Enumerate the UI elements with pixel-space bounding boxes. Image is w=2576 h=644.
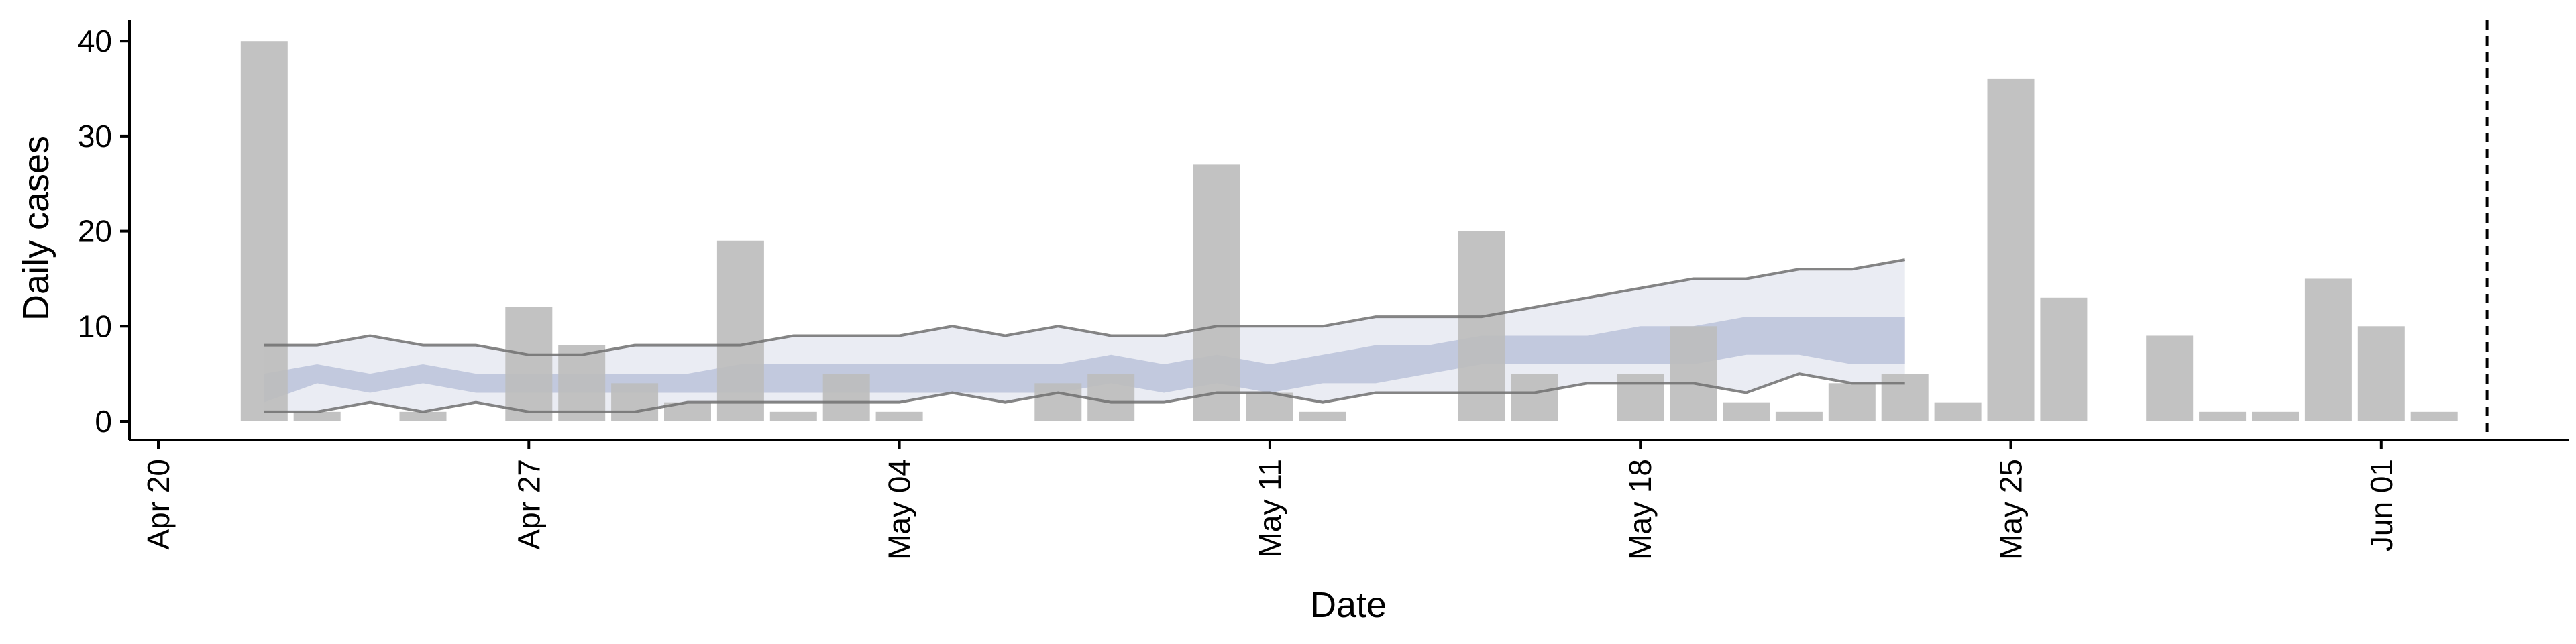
bar bbox=[2146, 335, 2194, 421]
upper-bound-line bbox=[264, 258, 1906, 356]
y-tick-label: 30 bbox=[78, 119, 112, 154]
bar bbox=[240, 41, 288, 421]
bar bbox=[2357, 326, 2405, 421]
bar bbox=[1934, 402, 1982, 421]
x-tick-label: Apr 27 bbox=[511, 459, 546, 550]
x-tick-label: May 11 bbox=[1252, 459, 1287, 557]
lower-bound-line bbox=[264, 372, 1905, 413]
bar bbox=[1246, 392, 1293, 421]
bar bbox=[1881, 374, 1929, 421]
x-tick-label: May 18 bbox=[1623, 459, 1658, 560]
y-axis-title: Daily cases bbox=[16, 136, 56, 321]
bar bbox=[1034, 383, 1082, 421]
x-axis-title: Date bbox=[1310, 585, 1387, 625]
forecast-bound-lines bbox=[264, 258, 1906, 413]
bar bbox=[1193, 164, 1240, 421]
y-tick-label: 40 bbox=[78, 23, 112, 58]
bar bbox=[1775, 411, 1823, 421]
x-tick-label: Jun 01 bbox=[2364, 459, 2399, 551]
bar bbox=[2252, 411, 2299, 421]
bar bbox=[399, 411, 447, 421]
bars bbox=[240, 41, 2458, 421]
bar bbox=[2040, 297, 2088, 421]
y-tick-label: 0 bbox=[95, 404, 112, 439]
x-tick-label: May 04 bbox=[882, 459, 917, 560]
y-tick-label: 10 bbox=[78, 309, 112, 343]
bar bbox=[1458, 231, 1505, 421]
x-tick-label: Apr 20 bbox=[141, 459, 176, 550]
bar bbox=[1299, 411, 1346, 421]
bar bbox=[1670, 326, 1717, 421]
bar bbox=[1511, 374, 1558, 421]
bar bbox=[1723, 402, 1770, 421]
bar bbox=[769, 411, 817, 421]
bar bbox=[1828, 383, 1876, 421]
bar bbox=[1087, 374, 1135, 421]
bar bbox=[2199, 411, 2247, 421]
bar bbox=[611, 383, 659, 421]
bar bbox=[2410, 411, 2458, 421]
ticks: 0 10 20 30 40 Apr 20 Apr 27 May 04 May 11 May 18 M… bbox=[78, 23, 2399, 560]
bar bbox=[1617, 374, 1664, 421]
y-tick-label: 20 bbox=[78, 214, 112, 249]
bar bbox=[293, 411, 341, 421]
bar bbox=[558, 345, 606, 421]
bar bbox=[875, 411, 923, 421]
bar bbox=[716, 240, 764, 421]
bar bbox=[1987, 78, 2035, 421]
x-tick-label: May 25 bbox=[1994, 459, 2029, 560]
bar bbox=[2304, 278, 2352, 421]
bar bbox=[822, 374, 870, 421]
bar bbox=[505, 307, 553, 421]
